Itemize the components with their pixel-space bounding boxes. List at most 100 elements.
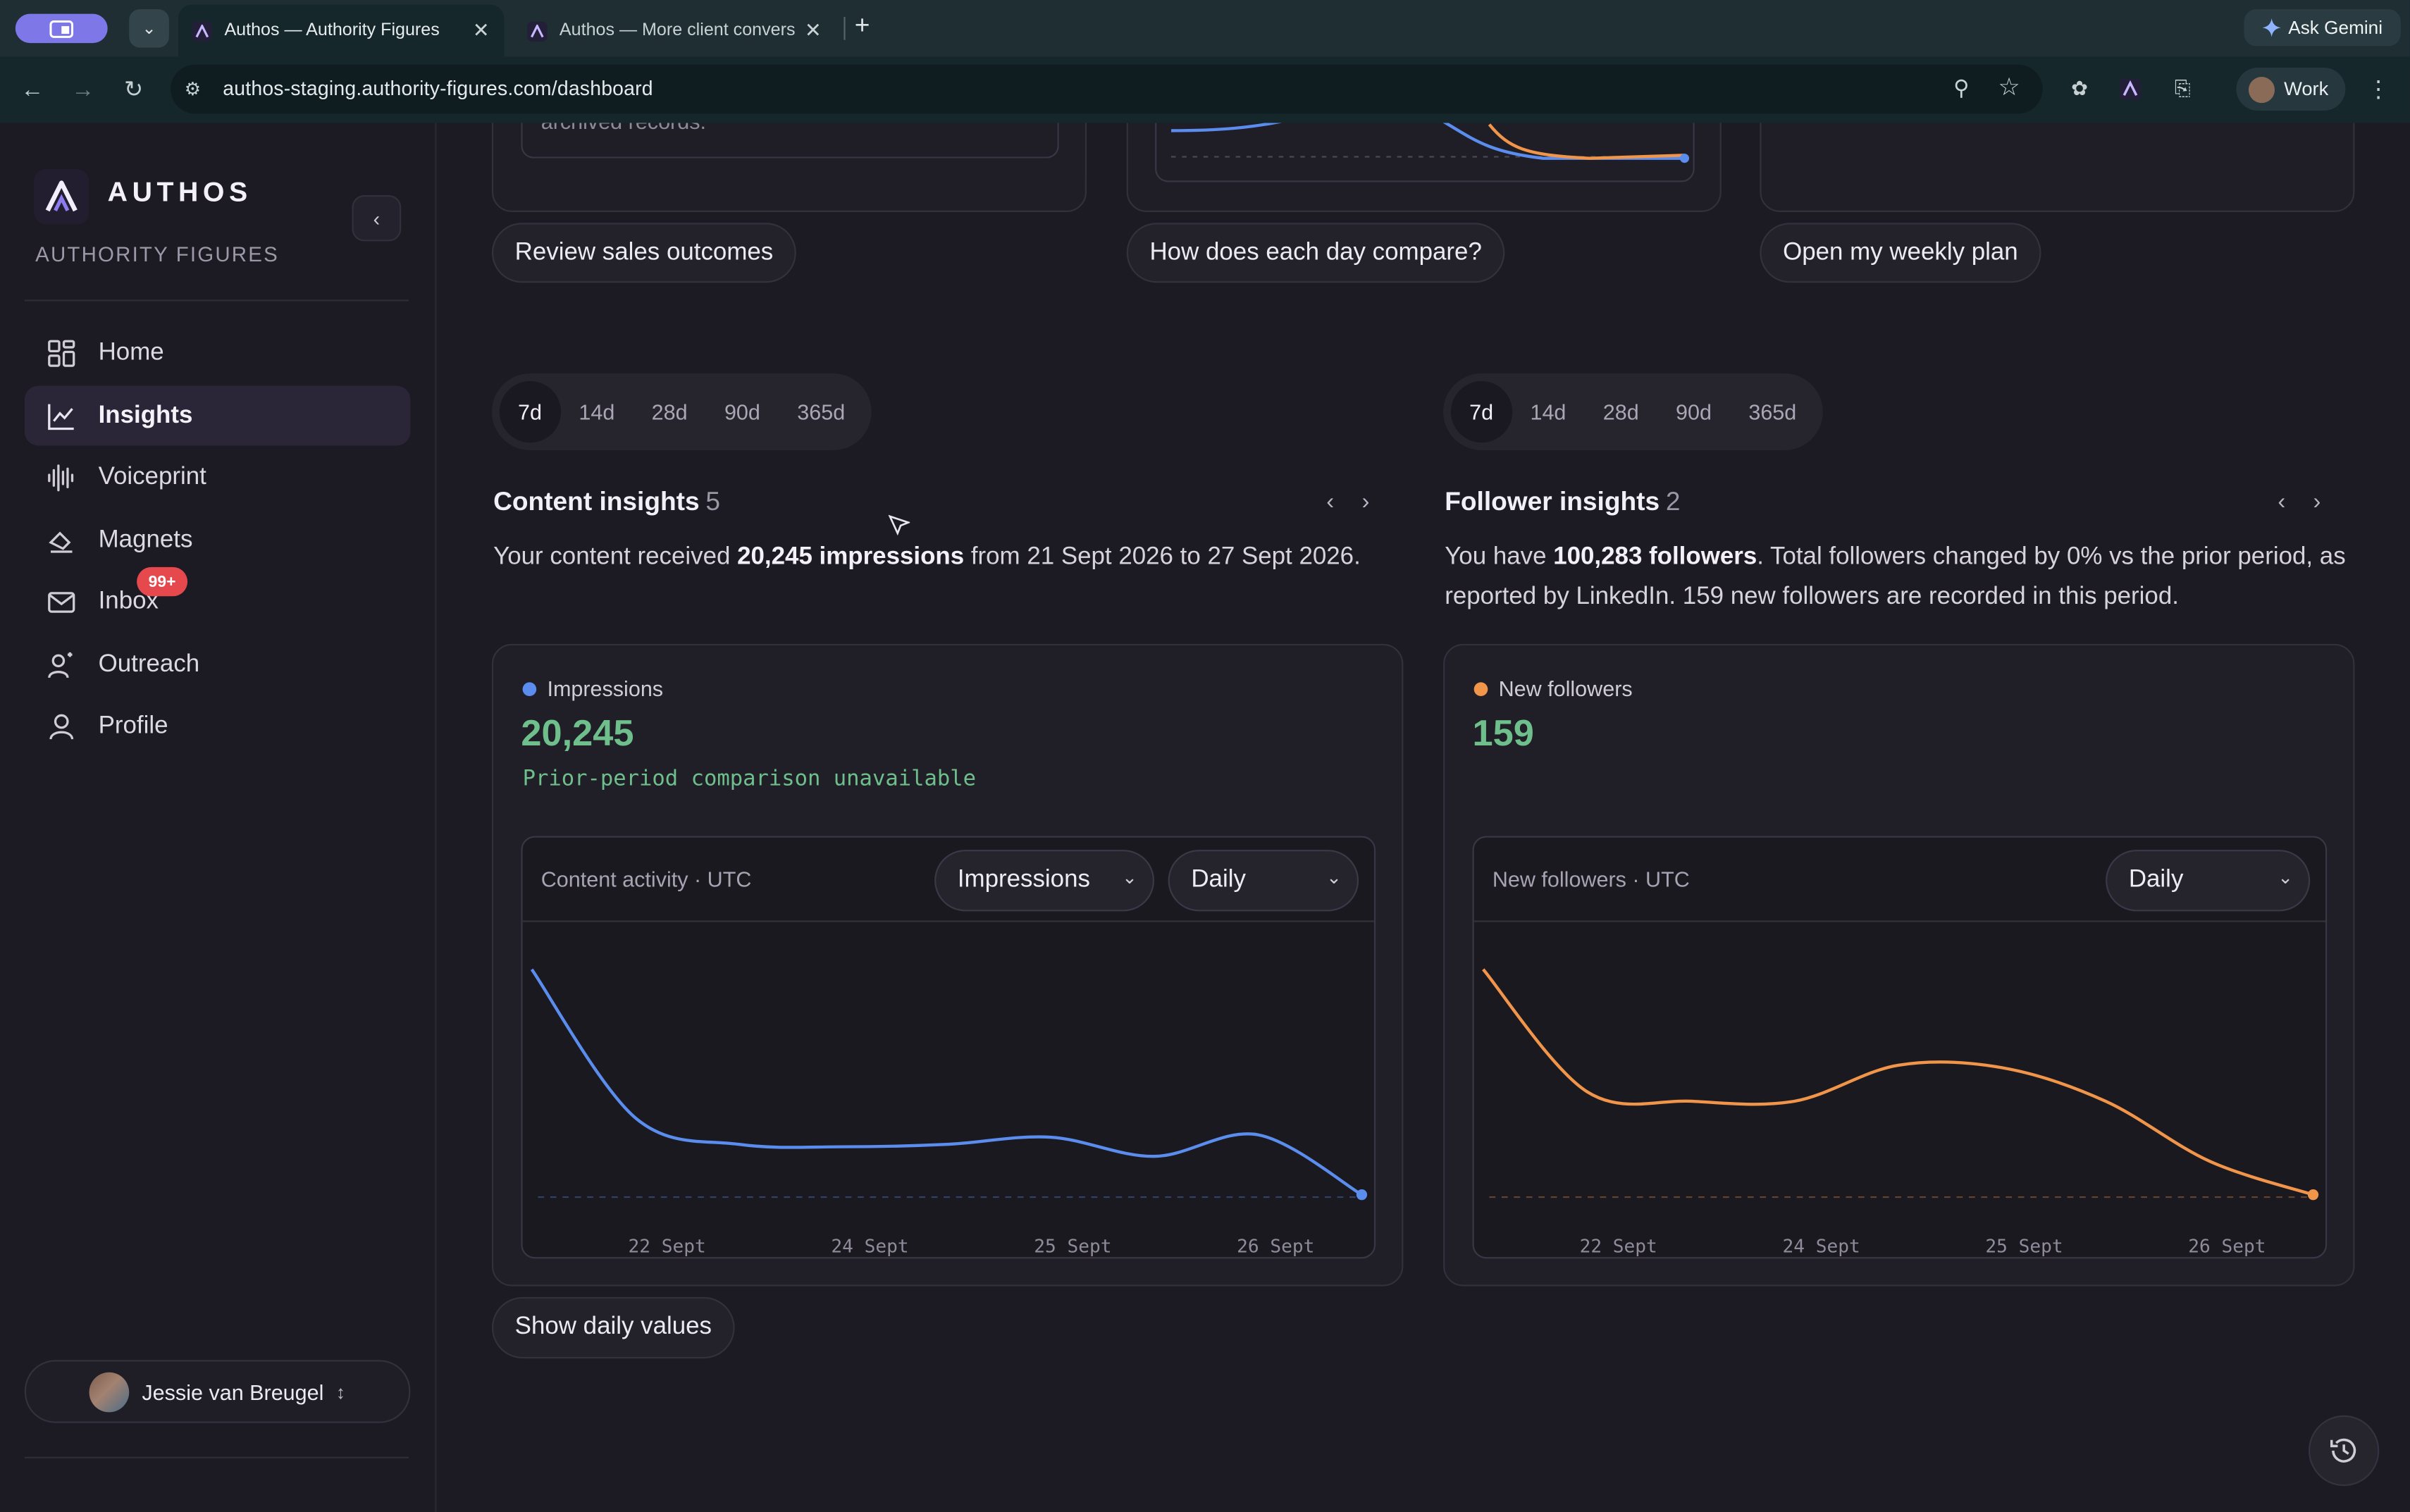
- x-tick-label: 24 Sept: [1782, 1237, 1860, 1258]
- sidebar-item-magnets[interactable]: Magnets: [25, 510, 410, 570]
- follower-insights-count: 2: [1665, 487, 1681, 516]
- x-tick-label: 22 Sept: [628, 1237, 705, 1258]
- person-icon: [43, 707, 80, 744]
- sidebar-item-insights[interactable]: Insights: [24, 385, 411, 446]
- openai-extension-icon[interactable]: ✿: [2071, 77, 2088, 100]
- content-insights-count: 5: [705, 487, 721, 516]
- chevron-left-icon[interactable]: ‹: [1326, 488, 1362, 515]
- compare-days-chip[interactable]: How does each day compare?: [1126, 223, 1505, 283]
- follower-pager: ‹›: [2278, 489, 2348, 515]
- history-icon: [2330, 1438, 2356, 1463]
- brand-name: AUTHOS: [107, 176, 252, 208]
- sidebar-item-inbox[interactable]: Inbox: [25, 571, 410, 631]
- browser-menu-icon[interactable]: ⋮: [2366, 77, 2390, 104]
- chevron-left-icon: ‹: [373, 206, 381, 230]
- tab-search-button[interactable]: ⌄: [129, 9, 169, 48]
- open-weekly-plan-chip[interactable]: Open my weekly plan: [1760, 223, 2041, 283]
- close-tab-icon[interactable]: ✕: [472, 18, 490, 42]
- new-followers-dot: [1473, 681, 1488, 695]
- reload-icon[interactable]: ↻: [124, 77, 144, 104]
- new-tab-plus-icon[interactable]: +: [854, 11, 870, 40]
- browser-tab-inactive[interactable]: Authos — More client convers ✕: [513, 5, 836, 57]
- chart-header: New followers · UTC Daily ⌄: [1473, 838, 2326, 922]
- range-option-90d[interactable]: 90d: [724, 399, 760, 424]
- content-activity-chart: Content activity · UTC Impressions ⌄ Dail…: [521, 836, 1376, 1259]
- inbox-count-badge: 99+: [137, 566, 188, 597]
- range-option-14d[interactable]: 14d: [579, 399, 615, 424]
- authos-favicon-icon: [192, 20, 212, 41]
- series-end-point: [2307, 1189, 2319, 1201]
- series-line: [530, 968, 1363, 1196]
- collapse-sidebar-button[interactable]: ‹: [352, 194, 402, 242]
- bookmark-star-icon[interactable]: ☆: [1998, 75, 2020, 101]
- sidebar: AUTHOS AUTHORITY FIGURES ‹ Home Insights…: [0, 123, 437, 1512]
- x-tick-label: 24 Sept: [831, 1237, 908, 1258]
- top-card-mini-chart: [1155, 123, 1695, 182]
- show-daily-values-button[interactable]: Show daily values: [491, 1296, 735, 1359]
- workspace-button[interactable]: [15, 13, 108, 44]
- history-button[interactable]: [2309, 1415, 2380, 1487]
- new-followers-value: 159: [1472, 713, 1534, 755]
- range-option-28d[interactable]: 28d: [1602, 399, 1639, 424]
- avatar: [89, 1371, 130, 1412]
- review-sales-outcomes-chip[interactable]: Review sales outcomes: [491, 223, 796, 283]
- outreach-icon: [43, 646, 80, 683]
- content-insights-summary: Your content received 20,245 impressions…: [493, 544, 1361, 571]
- sidebar-item-voiceprint[interactable]: Voiceprint: [25, 447, 410, 507]
- sidebar-item-label: Home: [98, 338, 164, 366]
- new-followers-line-chart: 22 Sept 24 Sept 25 Sept 26 Sept: [1482, 968, 2319, 1258]
- follower-insights-summary: You have 100,283 followers. Total follow…: [1445, 544, 2346, 610]
- browser-toolbar: ← → ↻ ⚙ authos-staging.authority-figures…: [0, 56, 2410, 123]
- top-card-2: [1126, 123, 1722, 212]
- impressions-legend: Impressions: [522, 676, 663, 701]
- profile-avatar: [2248, 75, 2275, 103]
- browser-tab-active[interactable]: Authos — Authority Figures ✕: [178, 4, 505, 57]
- chevron-right-icon[interactable]: ›: [1361, 488, 1397, 515]
- new-followers-chart: New followers · UTC Daily ⌄ 22 Sept 24 Sep…: [1472, 836, 2328, 1259]
- comparison-note: Prior-period comparison unavailable: [522, 767, 977, 792]
- period-select[interactable]: Daily ⌄: [2106, 850, 2311, 912]
- sidebar-item-profile[interactable]: Profile: [25, 696, 410, 756]
- back-arrow-icon[interactable]: ←: [20, 75, 44, 103]
- range-option-365d[interactable]: 365d: [1748, 399, 1797, 424]
- ask-gemini-button[interactable]: Ask Gemini: [2244, 9, 2401, 47]
- browser-tab-strip: ⌄ Authos — Authority Figures ✕ Authos — …: [0, 0, 2410, 57]
- impressions-value: 20,245: [521, 713, 634, 755]
- forward-arrow-icon[interactable]: →: [71, 75, 95, 103]
- x-tick-label: 25 Sept: [1985, 1237, 2063, 1258]
- site-info-icon[interactable]: ⚙: [184, 78, 202, 100]
- chevron-right-icon[interactable]: ›: [2313, 488, 2349, 515]
- metric-select[interactable]: Impressions ⌄: [934, 850, 1155, 912]
- sidebar-item-outreach[interactable]: Outreach: [25, 635, 410, 695]
- chevron-left-icon[interactable]: ‹: [2278, 488, 2313, 515]
- sidebar-item-home[interactable]: Home: [25, 323, 410, 383]
- period-select[interactable]: Daily ⌄: [1168, 850, 1359, 912]
- close-tab-icon[interactable]: ✕: [804, 18, 822, 42]
- x-tick-label: 22 Sept: [1580, 1237, 1657, 1258]
- range-option-28d[interactable]: 28d: [651, 399, 688, 424]
- sidebar-item-label: Outreach: [98, 650, 200, 677]
- user-account-switcher[interactable]: Jessie van Breugel ↕: [24, 1360, 411, 1423]
- authos-extension-icon[interactable]: [2116, 75, 2144, 103]
- gemini-sparkle-icon: [2262, 18, 2281, 37]
- range-option-90d[interactable]: 90d: [1676, 399, 1712, 424]
- range-option-365d[interactable]: 365d: [797, 399, 846, 424]
- range-option-14d[interactable]: 14d: [1530, 399, 1566, 424]
- profile-button[interactable]: Work: [2236, 67, 2346, 111]
- range-option-7d[interactable]: 7d: [1450, 380, 1512, 443]
- zoom-magnifier-icon[interactable]: ⚲: [1953, 75, 1970, 100]
- mouse-cursor-icon: [888, 514, 910, 536]
- follower-range-selector: 7d 14d 28d 90d 365d: [1443, 373, 1823, 451]
- grid-icon: [43, 334, 80, 371]
- tab-title: Authos — Authority Figures: [224, 21, 440, 40]
- chart-header: Content activity · UTC Impressions ⌄ Dail…: [522, 838, 1374, 922]
- chevron-down-icon: ⌄: [1122, 867, 1138, 888]
- x-tick-label: 26 Sept: [2188, 1237, 2266, 1258]
- mail-icon: [43, 583, 80, 620]
- chevron-down-icon: ⌄: [2278, 867, 2294, 888]
- top-card-3: [1760, 123, 2355, 212]
- range-option-7d[interactable]: 7d: [499, 380, 561, 443]
- address-bar[interactable]: ⚙ authos-staging.authority-figures.com/d…: [171, 64, 2043, 114]
- extensions-puzzle-icon[interactable]: ⎘: [2174, 77, 2191, 100]
